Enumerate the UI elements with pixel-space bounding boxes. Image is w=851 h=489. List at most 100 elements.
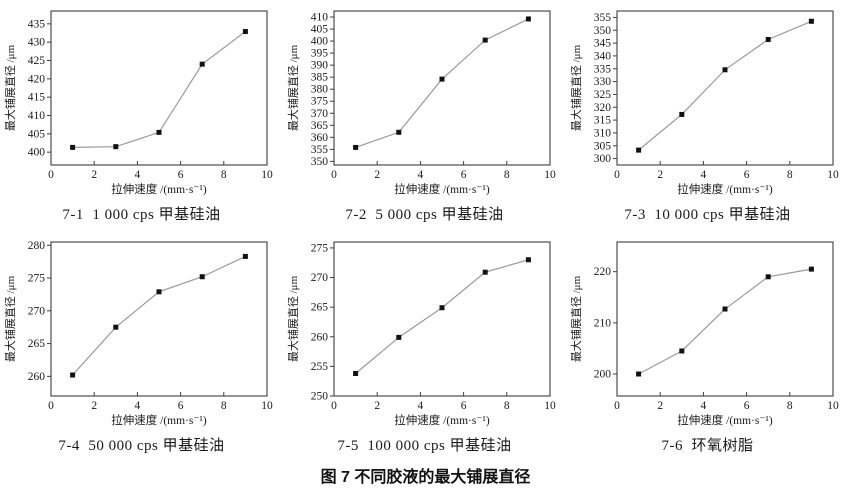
svg-text:8: 8	[221, 169, 227, 181]
chart-svg-7-4: 260 265 270 275 280 0 2 4 6 8 10 最大铺展直径 /μm 拉伸速度 /(m…	[3, 240, 273, 427]
svg-text:260: 260	[311, 331, 329, 343]
svg-text:6: 6	[178, 400, 184, 412]
svg-text:4: 4	[418, 400, 424, 412]
svg-text:4: 4	[135, 169, 141, 181]
subplot-7-4: 260 265 270 275 280 0 2 4 6 8 10 最大铺展直径 /μm 拉伸速度 /(m…	[0, 231, 283, 462]
svg-text:220: 220	[594, 266, 612, 278]
svg-text:8: 8	[787, 400, 793, 412]
svg-text:210: 210	[594, 317, 612, 329]
svg-text:305: 305	[594, 140, 612, 152]
axis-frame	[50, 10, 268, 166]
series-line	[355, 18, 529, 149]
axis-frame	[333, 10, 551, 166]
svg-text:10: 10	[827, 169, 839, 181]
figure-7-grid: 400 405 410 415 420 425 430 435 0 2 4 6 8 10 最大铺展直径 /μ…	[0, 0, 846, 462]
svg-text:2: 2	[374, 400, 380, 412]
svg-text:325: 325	[594, 89, 612, 101]
svg-text:255: 255	[311, 361, 329, 373]
chart-svg-7-5: 250 255 260 265 270 275 0 2 4 6 8 10 最大铺展直径 /μm 拉伸速度 …	[286, 241, 556, 427]
svg-text:6: 6	[461, 169, 467, 181]
series-line	[638, 20, 812, 151]
svg-text:405: 405	[311, 24, 329, 36]
subplot-7-2: 350 355 360 365 370 375 380 385 390 395 400 405 410 0…	[283, 0, 566, 231]
svg-text:8: 8	[787, 169, 793, 181]
line-chart-7-5: 250 255 260 265 270 275 0 2 4 6 8 10 最大铺展直径 /μm 拉伸速度 …	[286, 234, 563, 432]
svg-text:2: 2	[91, 400, 97, 412]
svg-text:385: 385	[311, 72, 329, 84]
svg-text:6: 6	[461, 400, 467, 412]
series-markers	[353, 16, 531, 150]
y-axis-label: 最大铺展直径 /μm	[286, 44, 300, 131]
y-axis-label: 最大铺展直径 /μm	[569, 275, 583, 362]
y-axis-label: 最大铺展直径 /μm	[3, 275, 17, 362]
svg-text:4: 4	[701, 400, 707, 412]
svg-text:2: 2	[374, 169, 380, 181]
y-axis-ticks: 400 405 410 415 420 425 430 435	[28, 18, 51, 159]
x-axis-ticks: 0 2 4 6 8 10	[331, 161, 556, 181]
svg-text:260: 260	[28, 371, 46, 383]
svg-text:355: 355	[311, 144, 329, 156]
svg-text:10: 10	[261, 169, 273, 181]
y-axis-ticks: 200 210 220	[594, 266, 617, 381]
svg-text:2: 2	[657, 169, 663, 181]
svg-text:8: 8	[504, 400, 510, 412]
svg-text:0: 0	[614, 169, 620, 181]
chart-svg-7-6: 200 210 220 0 2 4 6 8 10 最大铺展直径 /μm 拉伸速度 /(mm·s⁻¹)	[569, 241, 839, 427]
svg-text:350: 350	[311, 156, 329, 168]
svg-text:265: 265	[311, 302, 329, 314]
svg-text:335: 335	[594, 63, 612, 75]
line-chart-7-4: 260 265 270 275 280 0 2 4 6 8 10 最大铺展直径 /μm 拉伸速度 /(m…	[3, 234, 280, 432]
svg-text:10: 10	[827, 400, 839, 412]
axis-frame	[616, 10, 834, 166]
series-markers	[353, 257, 531, 376]
y-axis-label: 最大铺展直径 /μm	[3, 44, 17, 131]
y-axis-ticks: 250 255 260 265 270 275	[311, 242, 334, 403]
y-axis-label: 最大铺展直径 /μm	[569, 44, 583, 131]
svg-text:200: 200	[594, 369, 612, 381]
subplot-caption-7-5: 7-5 100 000 cps 甲基硅油	[337, 438, 512, 454]
subplot-caption-7-4: 7-4 50 000 cps 甲基硅油	[58, 438, 225, 454]
svg-text:4: 4	[701, 169, 707, 181]
axis-frame	[50, 241, 268, 397]
svg-text:270: 270	[28, 305, 46, 317]
axis-frame	[616, 241, 834, 397]
svg-text:345: 345	[594, 38, 612, 50]
line-chart-7-3: 300 305 310 315 320 325 330 335 340 345 350 355 0 2 4 6…	[569, 3, 846, 201]
x-axis-ticks: 0 2 4 6 8 10	[331, 392, 556, 412]
axis-frame	[333, 241, 551, 397]
series-line	[355, 259, 529, 374]
subplot-7-5: 250 255 260 265 270 275 0 2 4 6 8 10 最大铺展直径 /μm 拉伸速度 …	[283, 231, 566, 462]
series-markers	[70, 253, 248, 378]
subplot-caption-7-6: 7-6 环氧树脂	[661, 438, 754, 454]
svg-text:300: 300	[594, 153, 612, 165]
x-axis-label: 拉伸速度 /(mm·s⁻¹)	[394, 182, 490, 196]
subplot-caption-7-3: 7-3 10 000 cps 甲基硅油	[624, 207, 791, 223]
svg-text:395: 395	[311, 48, 329, 60]
svg-text:280: 280	[28, 240, 46, 252]
svg-text:10: 10	[544, 400, 556, 412]
x-axis-label: 拉伸速度 /(mm·s⁻¹)	[677, 182, 773, 196]
svg-text:350: 350	[594, 25, 612, 37]
svg-text:275: 275	[28, 273, 46, 285]
svg-text:315: 315	[594, 115, 612, 127]
svg-text:4: 4	[135, 400, 141, 412]
svg-text:2: 2	[657, 400, 663, 412]
svg-text:270: 270	[311, 272, 329, 284]
svg-text:275: 275	[311, 242, 329, 254]
svg-text:360: 360	[311, 132, 329, 144]
svg-text:6: 6	[178, 169, 184, 181]
svg-text:8: 8	[221, 400, 227, 412]
svg-text:310: 310	[594, 127, 612, 139]
svg-text:370: 370	[311, 108, 329, 120]
svg-text:390: 390	[311, 60, 329, 72]
x-axis-label: 拉伸速度 /(mm·s⁻¹)	[111, 182, 207, 196]
x-axis-ticks: 0 2 4 6 8 10	[48, 161, 273, 181]
svg-text:4: 4	[418, 169, 424, 181]
svg-text:410: 410	[28, 110, 46, 122]
svg-text:10: 10	[544, 169, 556, 181]
x-axis-label: 拉伸速度 /(mm·s⁻¹)	[394, 413, 490, 427]
chart-svg-7-2: 3503553603653703753803853903954004054100…	[286, 10, 556, 196]
svg-text:6: 6	[744, 400, 750, 412]
